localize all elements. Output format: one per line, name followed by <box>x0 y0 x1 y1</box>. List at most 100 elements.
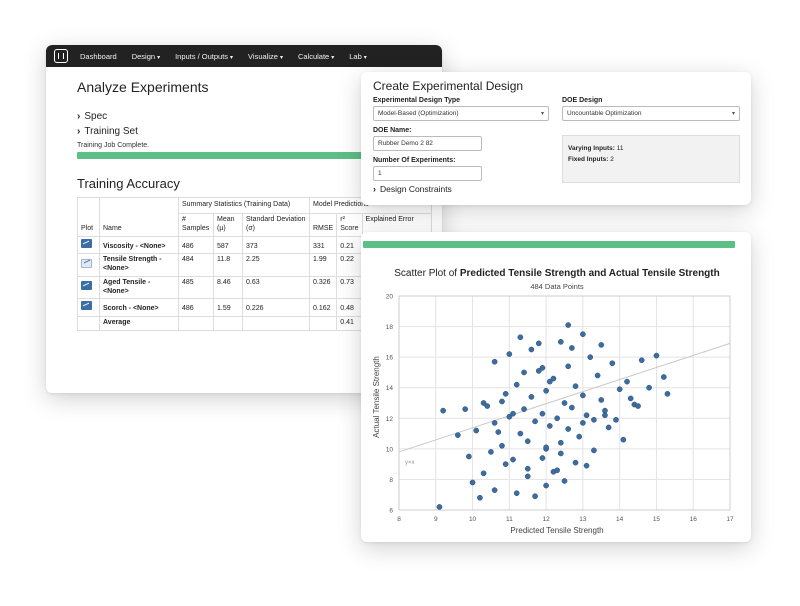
data-point <box>535 340 542 347</box>
x-tick-label: 9 <box>434 516 438 523</box>
col-header-mean: Mean (µ) <box>213 213 243 237</box>
doe-name-label: DOE Name: <box>373 127 412 134</box>
data-points <box>436 322 671 510</box>
table-group-header: Plot Name Summary Statistics (Training D… <box>77 197 432 237</box>
identity-line <box>398 342 731 453</box>
data-point <box>524 473 531 480</box>
y-tick-label: 18 <box>386 324 394 331</box>
row-name: Tensile Strength - <None> <box>99 253 179 277</box>
page-title: Analyze Experiments <box>77 79 209 95</box>
data-point <box>660 374 667 380</box>
data-point <box>580 331 586 338</box>
nav-lab[interactable]: Lab ▾ <box>349 51 367 61</box>
data-point <box>580 392 586 399</box>
data-point <box>602 412 608 419</box>
data-point <box>557 450 564 457</box>
x-tick-label: 17 <box>726 516 734 523</box>
data-point <box>513 490 520 497</box>
data-point <box>569 345 575 351</box>
data-point <box>513 381 520 388</box>
y-tick-label: 16 <box>386 355 394 362</box>
chart-icon[interactable] <box>81 258 92 268</box>
data-point <box>436 504 443 510</box>
num-experiments-label: Number Of Experiments: <box>373 157 456 164</box>
data-point <box>624 378 630 385</box>
nav-design[interactable]: Design ▾ <box>131 51 161 61</box>
data-point <box>469 479 476 486</box>
x-tick-label: 12 <box>542 516 550 523</box>
reference-line <box>398 342 731 453</box>
data-point <box>532 418 538 425</box>
data-point <box>517 430 524 437</box>
scatter-plot-panel: Scatter Plot of Predicted Tensile Streng… <box>361 232 751 542</box>
training-progress-bar <box>77 152 417 159</box>
col-header-name: Name <box>99 197 179 237</box>
chart-icon[interactable] <box>81 238 92 248</box>
data-point <box>510 456 516 463</box>
data-point <box>454 432 461 438</box>
y-tick-label: 14 <box>386 385 394 392</box>
doe-design-label: DOE Design <box>562 97 603 104</box>
design-constraints-expander[interactable]: › Design Constraints <box>373 184 452 194</box>
x-tick-label: 16 <box>690 516 698 523</box>
row-r2: 0.21 <box>336 235 363 255</box>
chevron-down-icon: ▾ <box>363 54 367 61</box>
data-point <box>546 378 553 385</box>
data-point <box>502 390 509 397</box>
chart-icon[interactable] <box>81 301 92 311</box>
data-point <box>605 424 612 431</box>
data-point <box>598 397 605 403</box>
chart-subtitle: 484 Data Points <box>530 282 584 291</box>
data-point <box>613 416 619 423</box>
data-point <box>620 436 627 443</box>
data-point <box>491 487 498 493</box>
spec-expander[interactable]: › Spec <box>77 111 108 122</box>
data-point <box>539 364 546 371</box>
y-tick-label: 10 <box>386 446 394 453</box>
col-header-r2: r² Score <box>336 213 363 237</box>
doe-name-input[interactable]: Rubber Demo 2 82 <box>373 136 482 151</box>
row-std: 0.226 <box>242 298 310 317</box>
inputs-summary-box: Varying Inputs: 11 Fixed Inputs: 2 <box>562 135 740 183</box>
top-navbar: Dashboard Design ▾ Inputs / Outputs ▾ Visu… <box>46 45 442 67</box>
data-point <box>488 449 494 455</box>
row-name: Aged Tensile - <None> <box>99 275 179 300</box>
row-samples: 485 <box>178 275 214 300</box>
data-point <box>499 398 505 405</box>
nav-inputs-outputs[interactable]: Inputs / Outputs ▾ <box>175 51 234 61</box>
app-logo-icon[interactable] <box>54 49 68 63</box>
chevron-right-icon: › <box>77 111 81 122</box>
data-point <box>495 429 502 435</box>
doe-design-select[interactable]: Uncountable Optimization ▾ <box>562 106 740 121</box>
data-point <box>506 351 513 357</box>
training-set-expander[interactable]: › Training Set <box>77 126 138 137</box>
nav-dashboard[interactable]: Dashboard <box>80 51 117 61</box>
data-point <box>616 386 623 393</box>
data-point <box>539 455 546 461</box>
design-type-select[interactable]: Model-Based (Optimization) ▾ <box>373 106 549 121</box>
data-point <box>484 403 491 409</box>
row-r2: 0.73 <box>336 275 363 300</box>
data-point <box>569 404 575 411</box>
row-name: Average <box>99 316 179 331</box>
nav-calculate[interactable]: Calculate ▾ <box>297 51 335 61</box>
data-point <box>554 467 560 474</box>
chevron-down-icon: ▾ <box>230 54 234 61</box>
row-rmse: 0.326 <box>308 275 338 300</box>
num-experiments-input[interactable]: 1 <box>373 166 482 181</box>
row-std: 373 <box>242 235 310 255</box>
data-point <box>491 420 498 426</box>
training-status-text: Training Job Complete. <box>77 142 150 149</box>
chevron-down-icon: ▾ <box>731 111 735 117</box>
nav-visualize[interactable]: Visualize ▾ <box>248 51 283 61</box>
chevron-right-icon: › <box>77 126 81 137</box>
chart-icon[interactable] <box>81 281 92 291</box>
data-point <box>554 415 560 422</box>
y-tick-label: 20 <box>386 294 394 301</box>
data-point <box>543 482 549 489</box>
table-column-header: # Samples Mean (µ) Standard Deviation (σ… <box>78 213 432 237</box>
data-point <box>528 346 535 353</box>
y-tick-label: 12 <box>386 416 394 423</box>
group-header-summary: Summary Statistics (Training Data) <box>178 197 310 214</box>
data-point <box>480 470 487 477</box>
